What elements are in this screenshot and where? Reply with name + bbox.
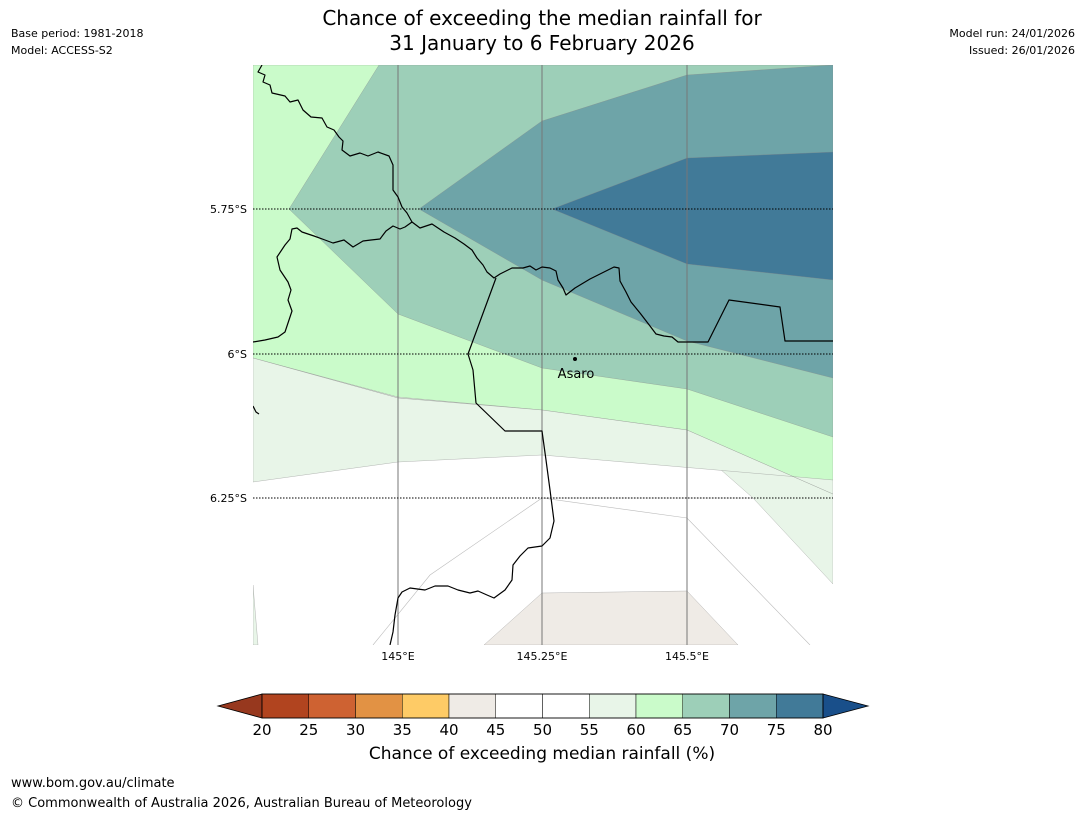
footer-copyright: © Commonwealth of Australia 2026, Austra… xyxy=(11,796,472,811)
lon-label-145-25e: 145.25°E xyxy=(517,650,568,663)
meta-right: Model run: 24/01/2026 Issued: 26/01/2026 xyxy=(949,25,1075,59)
colorbar-tick-label: 30 xyxy=(346,721,365,739)
colorbar-above-arrow xyxy=(822,693,870,719)
title-line-2: 31 January to 6 February 2026 xyxy=(389,31,695,55)
colorbar-tick-label: 40 xyxy=(439,721,458,739)
colorbar-tick-label: 75 xyxy=(767,721,786,739)
colorbar-segment xyxy=(729,693,777,719)
lat-label-6s: 6°S xyxy=(228,348,247,361)
colorbar-segment xyxy=(776,693,824,719)
lat-label-5-75s: 5.75°S xyxy=(210,203,247,216)
colorbar-tick-label: 65 xyxy=(673,721,692,739)
issued-date: Issued: 26/01/2026 xyxy=(968,44,1075,57)
colorbar-tick-label: 55 xyxy=(580,721,599,739)
lon-label-145-5e: 145.5°E xyxy=(665,650,709,663)
band-75-80 xyxy=(551,151,833,281)
title-line-1: Chance of exceeding the median rainfall … xyxy=(322,6,762,30)
colorbar-below-arrow xyxy=(216,693,263,719)
colorbar-tick-label: 70 xyxy=(720,721,739,739)
colorbar-tick-label: 25 xyxy=(299,721,318,739)
province-boundary-south xyxy=(389,277,555,645)
base-period: Base period: 1981-2018 xyxy=(11,27,144,40)
map-area xyxy=(253,65,833,645)
lon-label-145e: 145°E xyxy=(381,650,414,663)
asaro-marker[interactable] xyxy=(573,357,577,361)
colorbar-segments xyxy=(261,693,824,719)
colorbar-tick-label: 45 xyxy=(486,721,505,739)
model-run-date: Model run: 24/01/2026 xyxy=(949,27,1075,40)
footer: www.bom.gov.au/climate © Commonwealth of… xyxy=(11,774,472,814)
colorbar-segment xyxy=(402,693,450,719)
colorbar-tick-label: 60 xyxy=(626,721,645,739)
band-55-60-corner xyxy=(253,584,259,645)
footer-url[interactable]: www.bom.gov.au/climate xyxy=(11,776,175,791)
colorbar-tick-label: 35 xyxy=(393,721,412,739)
colorbar-tick-label: 20 xyxy=(252,721,271,739)
map-title: Chance of exceeding the median rainfall … xyxy=(242,6,842,56)
model-name: Model: ACCESS-S2 xyxy=(11,44,113,57)
colorbar-segment xyxy=(682,693,730,719)
meta-left: Base period: 1981-2018 Model: ACCESS-S2 xyxy=(11,25,143,59)
colorbar-segment xyxy=(589,693,637,719)
rainfall-map[interactable]: Asaro 5.75°S 6°S 6.25°S 145°E 145.25°E 1… xyxy=(0,0,1085,690)
colorbar-frame xyxy=(261,693,824,719)
colorbar-tick-label: 80 xyxy=(813,721,832,739)
colorbar-segment xyxy=(448,693,496,719)
province-boundary-west-stub xyxy=(253,405,260,415)
colorbar-tick-label: 50 xyxy=(533,721,552,739)
colorbar-segment xyxy=(308,693,356,719)
colorbar-segment xyxy=(261,693,309,719)
band-40-45 xyxy=(483,590,739,645)
lat-label-6-25s: 6.25°S xyxy=(210,492,247,505)
colorbar-label: Chance of exceeding median rainfall (%) xyxy=(368,744,716,764)
colorbar-segment xyxy=(355,693,403,719)
province-boundary-central xyxy=(411,221,833,343)
colorbar-segment xyxy=(542,693,590,719)
colorbar-ticks: 20 25 30 35 40 45 50 55 60 65 70 75 80 xyxy=(252,721,832,739)
asaro-label: Asaro xyxy=(558,367,595,382)
colorbar-segment xyxy=(495,693,543,719)
colorbar-segment xyxy=(635,693,683,719)
